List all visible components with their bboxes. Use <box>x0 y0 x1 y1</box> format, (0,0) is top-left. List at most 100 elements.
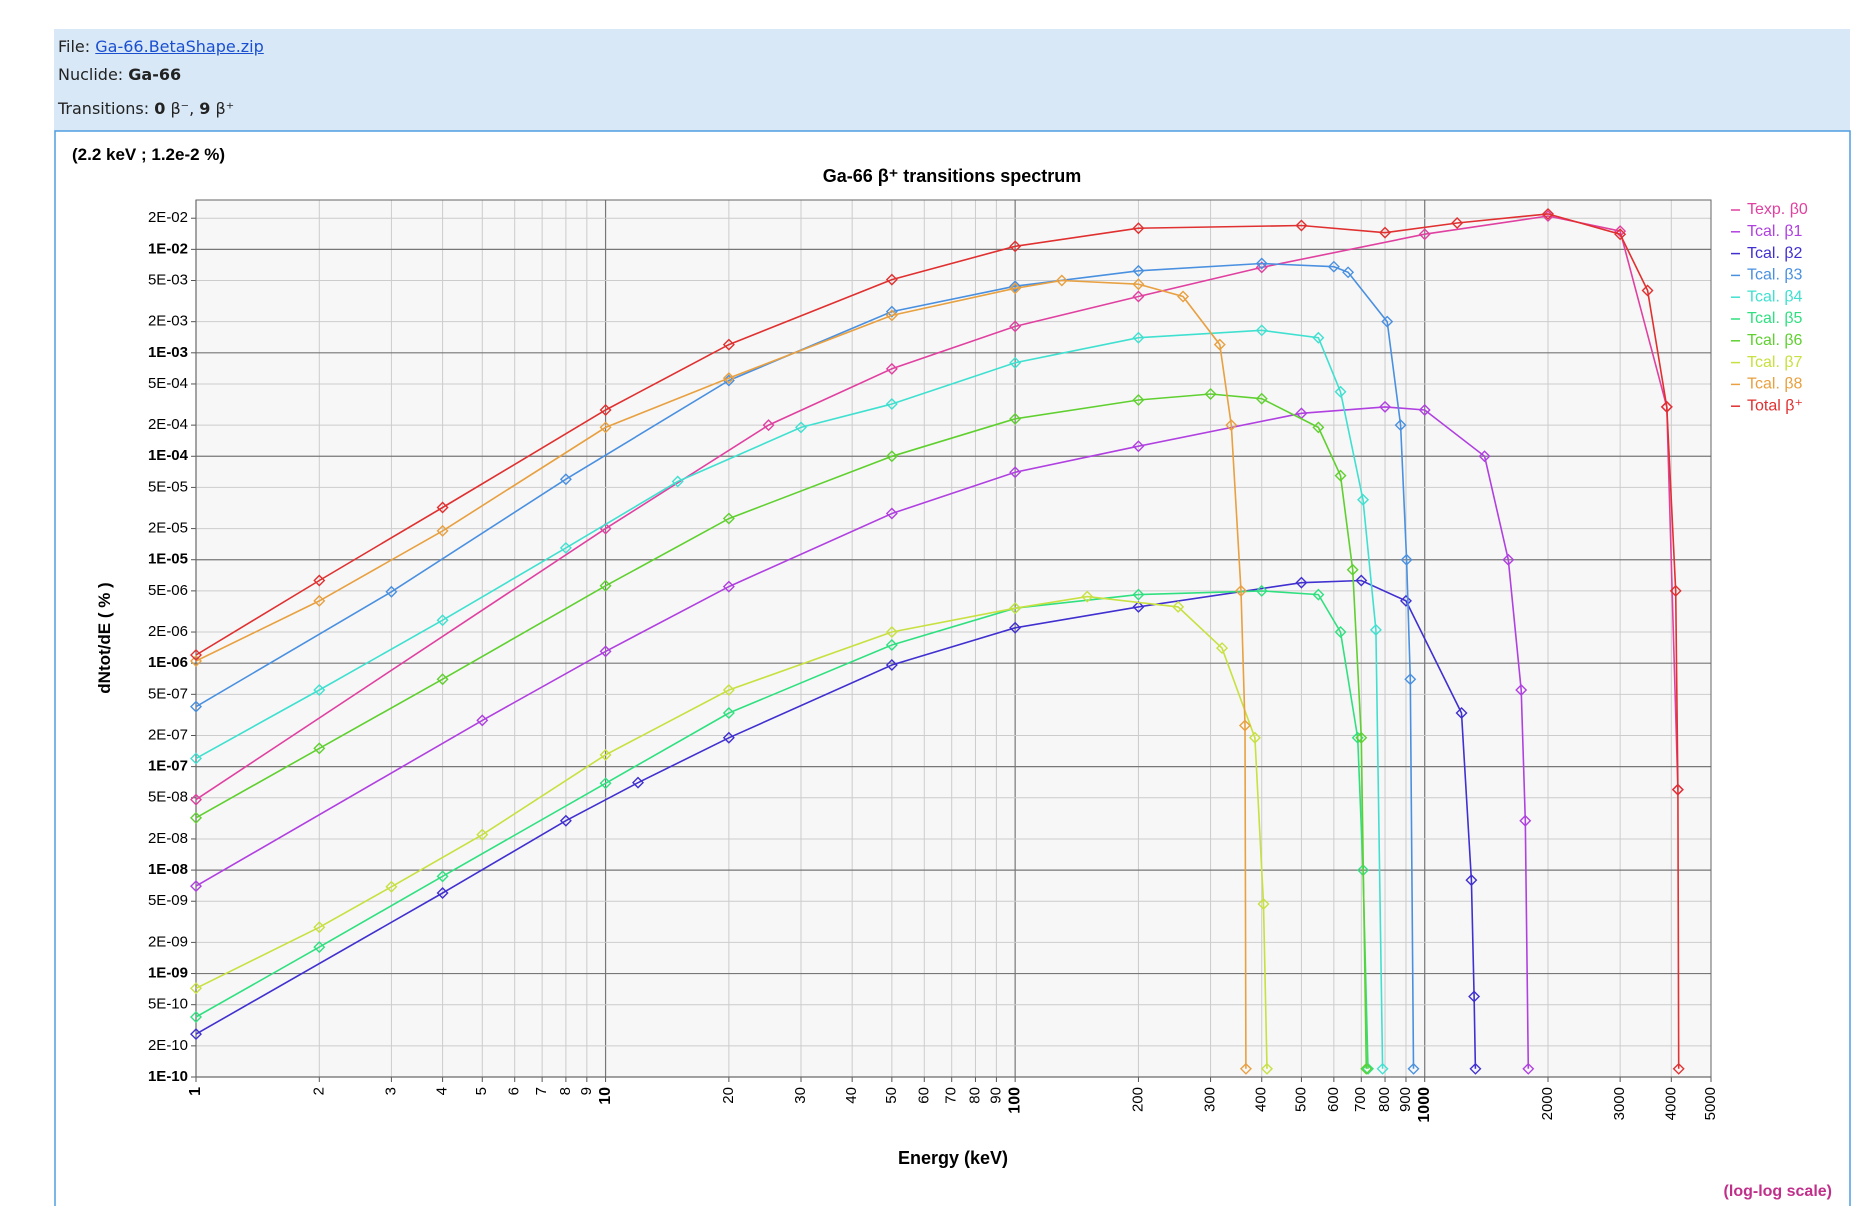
x-tick-label: 5000 <box>1702 1087 1719 1120</box>
point-marker <box>1235 584 1247 597</box>
series-layer <box>190 207 1685 1075</box>
point-marker <box>1502 553 1515 566</box>
point-marker <box>190 654 202 667</box>
point-marker <box>559 814 572 827</box>
point-marker <box>1469 1062 1482 1075</box>
point-marker <box>1394 419 1407 432</box>
point-marker <box>1334 469 1347 482</box>
point-marker <box>476 828 489 841</box>
point-marker <box>722 338 735 351</box>
x-tick-label: 60 <box>915 1087 932 1104</box>
series-line <box>195 595 1268 1069</box>
y-tick-label: 2E-03 <box>148 313 188 330</box>
point-marker <box>1312 588 1325 601</box>
point-marker <box>1418 404 1431 416</box>
point-marker <box>722 580 735 593</box>
point-marker <box>1216 642 1229 655</box>
point-marker <box>762 419 775 432</box>
point-marker <box>1334 626 1347 639</box>
point-marker <box>190 1028 202 1041</box>
point-marker <box>1342 266 1355 279</box>
y-tick-label: 1E-02 <box>148 240 188 257</box>
y-tick-label: 5E-10 <box>148 996 188 1013</box>
point-marker <box>436 870 449 883</box>
y-tick-label: 1E-05 <box>148 551 188 568</box>
point-marker <box>1515 684 1528 697</box>
y-tick-label: 2E-05 <box>148 520 188 537</box>
point-marker <box>1542 207 1555 220</box>
x-tick-label: 100 <box>1006 1087 1023 1114</box>
beta-plus-symbol: β⁺ <box>215 99 235 118</box>
point-marker <box>1255 324 1268 337</box>
point-marker <box>885 309 898 322</box>
point-marker <box>313 574 326 587</box>
point-marker <box>1641 284 1654 297</box>
transitions-row: Transitions: 0 β⁻, 9 β⁺ <box>58 99 234 118</box>
point-marker <box>885 362 898 375</box>
point-marker <box>1295 219 1308 232</box>
point-marker <box>190 648 202 661</box>
x-tick-label: 20 <box>720 1087 737 1104</box>
point-marker <box>1255 584 1268 597</box>
point-marker <box>1009 320 1022 333</box>
point-marker <box>1346 563 1359 576</box>
point-marker <box>1379 226 1392 239</box>
point-marker <box>190 982 202 995</box>
series-line <box>195 406 1530 1069</box>
point-marker <box>885 638 898 651</box>
point-marker <box>1009 602 1022 615</box>
y-tick-label: 5E-07 <box>148 685 188 702</box>
legend-entry: Tcal. β1 <box>1747 223 1803 240</box>
x-tick-label: 600 <box>1325 1087 1342 1112</box>
y-tick-label: 1E-03 <box>148 344 188 361</box>
nuclide-label: Nuclide: <box>58 65 124 84</box>
point-marker <box>885 507 898 520</box>
point-marker <box>885 398 898 411</box>
series-line <box>195 393 1368 1069</box>
point-marker <box>1132 331 1145 344</box>
point-marker <box>1334 385 1347 398</box>
point-marker <box>599 404 612 416</box>
point-marker <box>1614 225 1627 238</box>
nuclide-row: Nuclide: Ga-66 <box>58 65 181 84</box>
x-tick-label: 80 <box>966 1087 983 1104</box>
y-axis-label: dNtot/dE ( % ) <box>95 582 114 693</box>
point-marker <box>1379 400 1392 413</box>
point-marker <box>1257 898 1270 911</box>
point-marker <box>1355 731 1368 744</box>
series-line <box>195 213 1680 1069</box>
point-marker <box>632 776 644 789</box>
file-link[interactable]: Ga-66.BetaShape.zip <box>95 37 264 56</box>
chart-title: Ga-66 β⁺ transitions spectrum <box>823 166 1082 186</box>
point-marker <box>1009 240 1022 253</box>
y-tick-label: 1E-06 <box>148 654 188 671</box>
point-marker <box>722 707 735 719</box>
point-marker <box>1238 719 1251 732</box>
point-marker <box>1381 315 1394 328</box>
x-tick-label: 1000 <box>1416 1087 1433 1123</box>
y-tick-label: 2E-04 <box>148 416 188 433</box>
point-marker <box>1009 621 1022 634</box>
series-line <box>195 329 1384 1069</box>
point-marker <box>1132 393 1145 406</box>
y-tick-label: 5E-09 <box>148 892 188 909</box>
y-tick-label: 2E-08 <box>148 830 188 847</box>
point-marker <box>599 579 612 592</box>
info-header: File: Ga-66.BetaShape.zip Nuclide: Ga-66… <box>54 29 1850 131</box>
y-tick-label: 1E-10 <box>148 1068 188 1085</box>
file-label: File: <box>58 37 91 56</box>
legend-entry: Texp. β0 <box>1747 201 1808 218</box>
point-marker <box>599 748 612 761</box>
x-tick-label: 2000 <box>1539 1087 1556 1120</box>
point-marker <box>1204 387 1217 400</box>
point-marker <box>1009 280 1022 293</box>
point-marker <box>1132 222 1145 235</box>
point-marker <box>722 512 735 525</box>
point-marker <box>722 372 735 385</box>
y-tick-label: 1E-08 <box>148 861 188 878</box>
point-marker <box>722 684 735 697</box>
point-marker <box>1468 990 1481 1003</box>
point-marker <box>1672 1062 1685 1075</box>
point-marker <box>313 742 326 755</box>
